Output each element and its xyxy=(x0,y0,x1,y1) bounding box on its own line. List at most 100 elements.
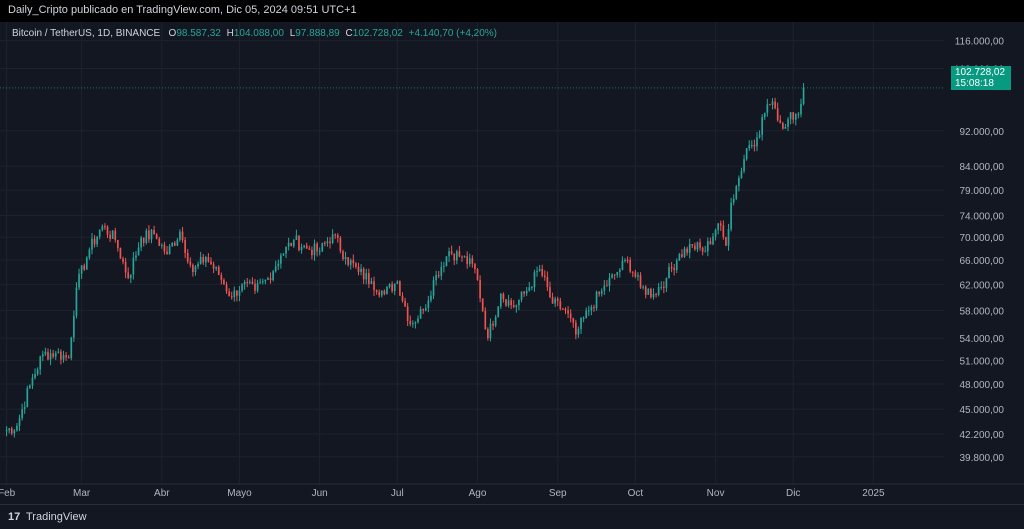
candle-body xyxy=(225,284,228,292)
candle-body xyxy=(386,286,388,294)
candle-body xyxy=(236,290,238,296)
candle-body xyxy=(347,257,349,265)
low-value: 97.888,89 xyxy=(295,28,340,39)
candle-body xyxy=(62,355,65,360)
candle-body xyxy=(518,299,520,306)
candle-body xyxy=(106,226,109,235)
candle-body xyxy=(629,260,632,272)
open-label: O xyxy=(168,28,177,39)
candle-body xyxy=(758,134,761,138)
candle-body xyxy=(541,269,544,276)
candle-body xyxy=(246,282,249,284)
change-value: +4.140,70 (+4,20%) xyxy=(408,28,498,39)
candle-body xyxy=(204,257,207,263)
candle-body xyxy=(644,286,647,295)
candle-body xyxy=(650,288,652,298)
candle-body xyxy=(264,279,267,282)
candle-body xyxy=(189,261,192,265)
candle-body xyxy=(140,237,142,248)
candle-body xyxy=(725,237,727,246)
candle-body xyxy=(424,307,427,311)
candle-body xyxy=(494,316,497,326)
candle-body xyxy=(298,235,300,251)
candle-body xyxy=(414,322,417,324)
candle-body xyxy=(49,353,52,360)
candle-body xyxy=(569,313,572,319)
candle-body xyxy=(228,291,230,297)
candle-body xyxy=(678,254,681,261)
candle-body xyxy=(132,257,135,275)
candle-body xyxy=(474,263,476,270)
candle-body xyxy=(31,377,34,386)
candle-body xyxy=(75,287,78,316)
candle-body xyxy=(91,238,93,250)
candle-body xyxy=(73,315,75,338)
candle-body xyxy=(210,261,212,265)
candle-body xyxy=(492,323,494,326)
candle-body xyxy=(401,295,404,301)
candle-body xyxy=(47,351,49,360)
candle-body xyxy=(430,295,432,301)
candle-body xyxy=(626,260,629,262)
candle-body xyxy=(313,243,316,256)
candle-body xyxy=(8,428,11,431)
candle-body xyxy=(774,101,776,109)
candle-body xyxy=(479,279,481,299)
candle-body xyxy=(194,266,197,273)
candle-body xyxy=(166,251,168,255)
x-tick-label: Abr xyxy=(154,488,170,499)
candle-body xyxy=(179,231,181,240)
candle-body xyxy=(779,120,782,124)
x-tick-label: Sep xyxy=(549,488,567,499)
y-tick-label: 62.000,00 xyxy=(960,280,1005,291)
candle-body xyxy=(269,278,272,281)
ohlc-legend: Bitcoin / TetherUS, 1D, BINANCE O98.587,… xyxy=(12,28,500,39)
publisher-text: Daily_Cripto publicado en TradingView.co… xyxy=(8,4,357,16)
candle-body xyxy=(437,275,440,277)
candle-body xyxy=(357,266,360,273)
x-tick-label: Ago xyxy=(469,488,487,499)
candle-body xyxy=(85,257,88,270)
candle-body xyxy=(756,137,758,147)
candle-body xyxy=(409,321,412,324)
candle-body xyxy=(585,310,588,318)
candle-body xyxy=(36,369,39,374)
candle-body xyxy=(393,283,396,292)
candle-body xyxy=(536,271,538,273)
candle-body xyxy=(212,264,215,269)
candle-body xyxy=(489,323,492,339)
candlestick-chart[interactable]: 39.800,00 42.200,00 45.000,00 48.000,00 51.0… xyxy=(0,22,1024,504)
candle-body xyxy=(18,418,21,426)
candle-body xyxy=(580,318,582,329)
candle-body xyxy=(29,385,31,389)
x-tick-label: Dic xyxy=(786,488,800,499)
candle-body xyxy=(523,291,525,294)
candle-body xyxy=(96,236,98,245)
chart-area[interactable]: Bitcoin / TetherUS, 1D, BINANCE O98.587,… xyxy=(0,22,1024,504)
candle-body xyxy=(619,269,621,272)
candle-body xyxy=(556,298,559,302)
candle-body xyxy=(657,287,660,295)
candle-body xyxy=(443,266,445,268)
y-tick-label: 79.000,00 xyxy=(960,186,1005,197)
candle-body xyxy=(153,229,155,235)
candle-body xyxy=(124,261,127,273)
candle-body xyxy=(497,306,500,317)
candle-body xyxy=(88,249,91,258)
symbol-label: Bitcoin / TetherUS, 1D, BINANCE xyxy=(12,28,161,39)
candle-body xyxy=(531,287,533,289)
candle-body xyxy=(311,249,313,256)
candle-body xyxy=(67,357,70,359)
candle-body xyxy=(280,255,282,264)
candle-body xyxy=(598,292,600,294)
candle-body xyxy=(670,267,673,269)
candle-body xyxy=(352,260,355,264)
candle-body xyxy=(450,251,453,254)
candle-body xyxy=(590,307,593,311)
candle-body xyxy=(559,301,562,309)
candle-body xyxy=(453,253,456,261)
candle-body xyxy=(660,286,663,288)
candle-body xyxy=(466,256,469,265)
candle-body xyxy=(789,112,792,120)
candle-body xyxy=(148,230,150,240)
